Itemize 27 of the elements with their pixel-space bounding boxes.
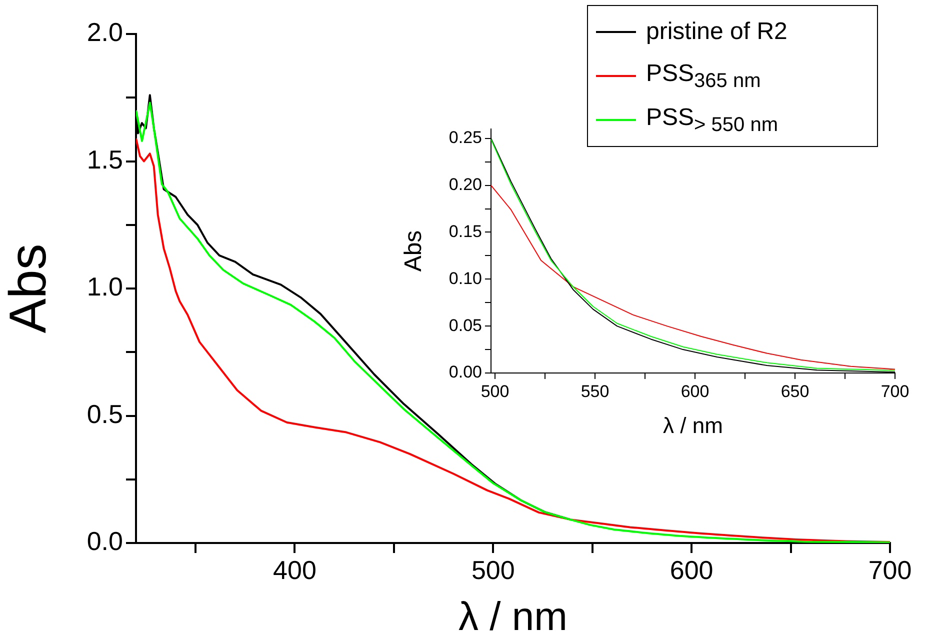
x-tick-label: 400 (273, 554, 316, 585)
y-tick-label: 1.5 (86, 144, 123, 174)
y-tick-label: 0.25 (448, 128, 482, 148)
y-tick-label: 0.0 (86, 526, 123, 556)
x-tick-label: 600 (670, 554, 714, 585)
y-tick-label: 0.5 (86, 398, 123, 429)
x-tick-label: 550 (580, 382, 610, 401)
legend-label: PSS$_{> 550 nm}$ (646, 104, 778, 136)
x-tick-label: 600 (680, 382, 710, 401)
y-tick-label: 0.20 (448, 174, 482, 194)
x-tick-label: 700 (868, 554, 912, 585)
y-tick-label: 1.0 (86, 272, 123, 302)
x-tick-label: 500 (480, 382, 510, 401)
legend-label: PSS$_{365 nm}$ (646, 60, 761, 92)
y-tick-label: 0.05 (448, 316, 482, 335)
x-tick-label: 700 (880, 382, 910, 401)
legend-label: pristine of R2 (646, 18, 788, 46)
y-axis-title: Abs (0, 244, 58, 334)
x-axis-title: λ / nm (458, 595, 568, 640)
y-tick-label: 0.15 (448, 222, 482, 241)
x-axis-title: λ / nm (663, 412, 723, 438)
x-tick-label: 500 (471, 554, 515, 585)
y-tick-label: 0.00 (448, 362, 482, 382)
y-tick-label: 2.0 (86, 17, 123, 48)
y-axis-title: Abs (400, 230, 428, 272)
y-tick-label: 0.10 (448, 268, 482, 288)
x-tick-label: 650 (780, 382, 810, 401)
